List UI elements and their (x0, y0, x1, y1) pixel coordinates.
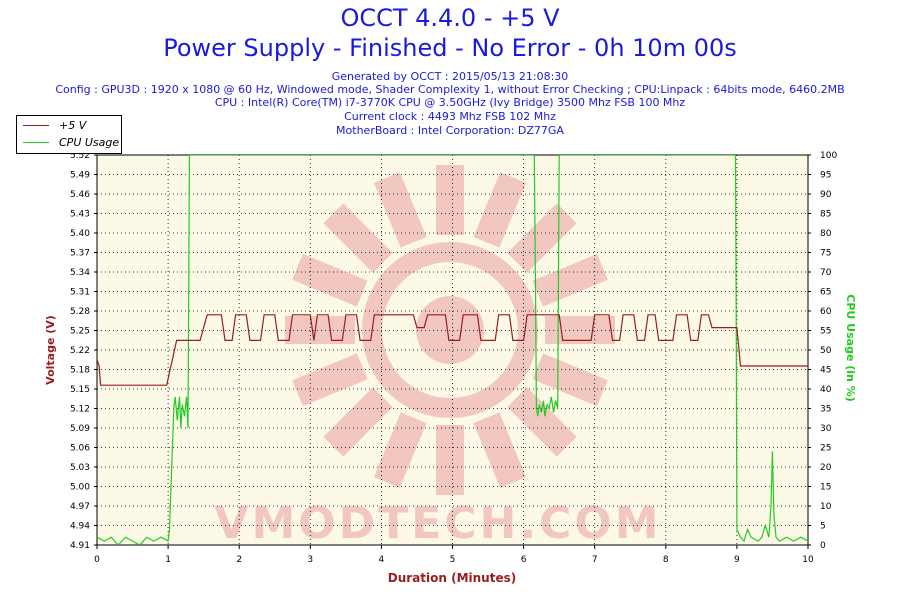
y-tick-label-right: 85 (820, 210, 831, 220)
y-axis-label-left: Voltage (V) (44, 315, 57, 385)
watermark-ray (532, 353, 608, 407)
watermark-text: VMODTECH.COM (214, 498, 661, 549)
y-tick-label-right: 90 (820, 190, 832, 200)
legend-swatch-cpu-usage (23, 141, 49, 143)
watermark-ray (373, 412, 427, 488)
y-tick-label-left: 5.15 (70, 385, 90, 395)
x-tick-label: 0 (94, 555, 100, 565)
legend-label-voltage: +5 V (59, 118, 87, 132)
watermark-ray (507, 387, 577, 457)
y-tick-label-left: 5.46 (70, 190, 90, 200)
watermark-ray (323, 203, 393, 273)
y-tick-label-right: 5 (820, 522, 826, 532)
y-tick-label-left: 5.52 (70, 151, 90, 161)
watermark-ray (473, 172, 527, 248)
x-tick-label: 6 (521, 555, 527, 565)
x-tick-label: 8 (663, 555, 669, 565)
y-axis-label-right: CPU Usage (in %) (844, 294, 857, 401)
y-tick-label-left: 4.91 (70, 541, 90, 551)
watermark-ray (292, 253, 368, 307)
y-tick-label-right: 100 (820, 151, 837, 161)
x-axis: 0 1 2 3 4 5 6 7 8 9 10 (94, 545, 814, 565)
y-tick-label-right: 60 (820, 307, 832, 317)
y-tick-label-left: 5.40 (70, 229, 90, 239)
x-tick-label: 10 (802, 555, 814, 565)
y-tick-label-right: 45 (820, 366, 831, 376)
y-tick-label-left: 5.03 (70, 463, 90, 473)
y-tick-label-right: 75 (820, 249, 831, 259)
y-tick-label-left: 5.49 (70, 171, 90, 181)
y-tick-label-left: 5.37 (70, 249, 90, 259)
legend-item-cpu-usage: CPU Usage (23, 134, 119, 150)
info-clock: Current clock : 4493 Mhz FSB 102 Mhz (344, 110, 556, 123)
y-tick-label-right: 0 (820, 541, 826, 551)
y-tick-label-left: 5.18 (70, 366, 90, 376)
series-line-cpu-usage (97, 155, 808, 545)
info-motherboard: MotherBoard : Intel Corporation: DZ77GA (336, 124, 564, 137)
y-tick-label-left: 5.22 (70, 346, 90, 356)
y-tick-label-left: 5.06 (70, 444, 90, 454)
info-generated: Generated by OCCT : 2015/05/13 21:08:30 (331, 70, 569, 83)
x-tick-label: 1 (165, 555, 171, 565)
watermark-ray (292, 353, 368, 407)
y-tick-label-left: 5.00 (70, 483, 90, 493)
y-tick-label-right: 35 (820, 405, 831, 415)
chart-title: OCCT 4.4.0 - +5 V (340, 4, 560, 32)
y-tick-label-left: 5.43 (70, 210, 90, 220)
y-axis-right: 0 5 10 15 20 25 30 35 40 45 50 55 60 65 70 75 80 85 90 95 10… (808, 151, 837, 551)
y-tick-label-left: 5.28 (70, 307, 90, 317)
x-tick-label: 3 (307, 555, 313, 565)
x-axis-label: Duration (Minutes) (388, 571, 516, 585)
x-tick-label: 5 (450, 555, 456, 565)
y-tick-label-right: 80 (820, 229, 832, 239)
y-tick-label-right: 10 (820, 502, 832, 512)
y-tick-label-left: 5.34 (70, 268, 90, 278)
series-line-voltage (97, 314, 808, 386)
watermark-ray (532, 253, 608, 307)
watermark-ray (373, 172, 427, 248)
info-config: Config : GPU3D : 1920 x 1080 @ 60 Hz, Wi… (55, 83, 845, 96)
y-tick-label-left: 5.12 (70, 405, 90, 415)
grid (97, 155, 808, 545)
y-axis-left: 4.91 4.94 4.97 5.00 5.03 5.06 5.09 5.12 5.15 5.18… (70, 151, 97, 551)
x-tick-label: 4 (379, 555, 385, 565)
y-tick-label-right: 30 (820, 424, 832, 434)
y-tick-label-left: 4.94 (70, 522, 90, 532)
watermark-ray (473, 412, 527, 488)
x-tick-label: 2 (236, 555, 242, 565)
y-tick-label-left: 5.25 (70, 327, 90, 337)
legend-label-cpu-usage: CPU Usage (59, 135, 120, 149)
y-tick-label-left: 4.97 (70, 502, 90, 512)
legend: +5 V CPU Usage (16, 115, 122, 154)
y-tick-label-right: 55 (820, 327, 831, 337)
x-tick-label: 7 (592, 555, 598, 565)
y-tick-label-right: 20 (820, 463, 832, 473)
chart-subtitle: Power Supply - Finished - No Error - 0h … (163, 34, 737, 62)
y-tick-label-right: 50 (820, 346, 832, 356)
y-tick-label-right: 65 (820, 288, 831, 298)
x-tick-label: 9 (734, 555, 740, 565)
y-tick-label-right: 15 (820, 483, 831, 493)
y-tick-label-right: 40 (820, 385, 832, 395)
y-tick-label-right: 25 (820, 444, 831, 454)
watermark-ray (323, 387, 393, 457)
legend-swatch-voltage (23, 124, 49, 126)
watermark-core (416, 296, 484, 364)
legend-item-voltage: +5 V (23, 117, 86, 133)
info-cpu: CPU : Intel(R) Core(TM) i7-3770K CPU @ 3… (214, 96, 686, 109)
y-tick-label-left: 5.09 (70, 424, 90, 434)
watermark-logo: VMODTECH.COM (214, 165, 661, 549)
y-tick-label-right: 95 (820, 171, 831, 181)
y-tick-label-left: 5.31 (70, 288, 90, 298)
y-tick-label-right: 70 (820, 268, 832, 278)
